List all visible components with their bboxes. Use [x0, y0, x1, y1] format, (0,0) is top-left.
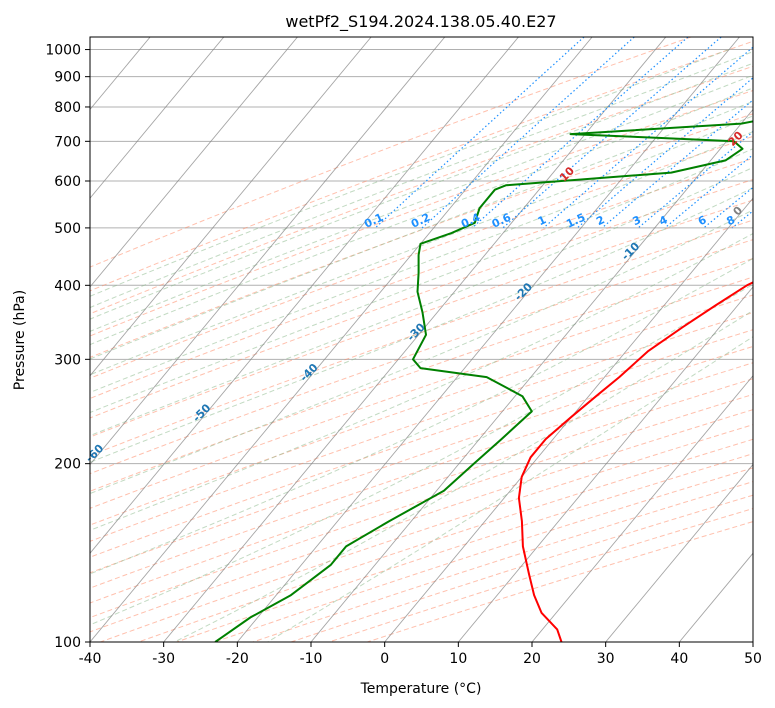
temperature-profile-line [517, 281, 753, 642]
isotherm-line [90, 37, 298, 288]
mixing-ratio-line [601, 99, 753, 229]
isotherm-line [605, 463, 753, 642]
y-axis: 100 200 300 400 500 600 700 800 900 1000 [45, 43, 90, 651]
y-tick-label: 300 [54, 352, 81, 368]
mixing-ratio-line [576, 77, 753, 229]
mixing-ratio-line [543, 46, 753, 229]
moist-adiabat-line [90, 51, 753, 309]
dry-adiabat-line [90, 135, 753, 379]
isotherm-line [90, 37, 593, 642]
mixing-ratio-line [421, 37, 635, 229]
dry-adiabat-line [90, 362, 753, 589]
dewpoint-profile-line [214, 120, 753, 642]
background-lines [0, 37, 775, 642]
series-layer [214, 120, 753, 642]
dry-adiabat-line [252, 481, 753, 642]
moist-adiabat-line [174, 309, 753, 642]
x-tick-label: -40 [79, 651, 102, 667]
dry-adiabat-line [90, 345, 753, 574]
moist-adiabat-line [90, 166, 753, 437]
y-tick-label: 400 [54, 278, 81, 294]
dry-adiabat-line [90, 178, 753, 419]
isotherm-label: -60 [83, 442, 106, 465]
y-tick-label: 700 [54, 134, 81, 150]
mixing-ratio-line [664, 153, 753, 229]
moist-adiabat-line [90, 49, 730, 297]
y-tick-label: 1000 [45, 43, 81, 59]
isotherm-line [0, 37, 3, 642]
mixing-ratio-line [502, 37, 722, 229]
mixing-ratio-label: 3 [631, 213, 643, 228]
isotherm-line [90, 37, 225, 199]
dry-adiabat-line [90, 239, 753, 475]
x-tick-label: -20 [226, 651, 249, 667]
dry-adiabat-line [90, 294, 753, 526]
dry-adiabat-line [367, 521, 753, 642]
moist-adiabat-line [90, 74, 753, 332]
isotherm-line [457, 286, 753, 642]
isotherm-line [310, 108, 753, 642]
mixing-ratio-line [637, 130, 753, 229]
dry-adiabat-line [90, 113, 753, 358]
x-axis: -40 -30 -20 -10 0 10 20 30 40 50 [79, 642, 762, 667]
dry-adiabat-line [90, 199, 753, 438]
dry-adiabat-line [90, 312, 753, 542]
isotherm-label: -20 [512, 280, 535, 303]
isotherm-line [752, 641, 753, 642]
x-tick-label: 20 [523, 651, 541, 667]
dry-adiabat-line [90, 40, 753, 292]
y-tick-label: 500 [54, 221, 81, 237]
x-tick-label: -10 [300, 651, 323, 667]
plot-frame [89, 36, 754, 643]
x-tick-label: 50 [744, 651, 762, 667]
dry-adiabat-line [90, 258, 753, 492]
y-tick-label: 900 [54, 70, 81, 86]
moist-adiabat-line [90, 187, 753, 463]
dry-adiabat-line [90, 37, 692, 268]
y-axis-title: Pressure (hPa) [12, 290, 28, 390]
moist-adiabat-line [90, 283, 753, 626]
chart-title: wetPf2_S194.2024.138.05.40.E27 [285, 12, 556, 32]
y-tick-label: 800 [54, 100, 81, 116]
y-tick-label: 200 [54, 457, 81, 473]
isotherm-label: -40 [297, 361, 320, 384]
isotherm-line [163, 37, 667, 642]
isotherm-line [90, 37, 519, 554]
y-tick-label: 600 [54, 174, 81, 190]
dry-adiabat-line [214, 467, 753, 642]
x-tick-label: 0 [380, 651, 389, 667]
moist-adiabat-line [90, 115, 753, 376]
x-tick-label: -30 [152, 651, 175, 667]
x-axis-title: Temperature (°C) [360, 681, 482, 697]
isotherm-line [531, 375, 753, 642]
mixing-ratio-line [374, 37, 585, 229]
moist-adiabat-line [90, 87, 753, 346]
isotherm-line [384, 197, 753, 642]
dry-adiabat-label: 20 [726, 129, 746, 149]
moist-adiabat-line [90, 62, 753, 320]
dry-adiabat-line [90, 219, 753, 457]
isotherm-line [90, 37, 446, 466]
y-tick-label: 100 [54, 635, 81, 651]
moist-adiabat-line [90, 257, 753, 575]
dry-adiabat-line [90, 276, 753, 509]
dry-adiabat-line [290, 494, 753, 642]
x-tick-label: 30 [597, 651, 615, 667]
mixing-ratio-line [471, 37, 689, 229]
x-tick-label: 10 [449, 651, 467, 667]
mixing-ratio-line [755, 37, 775, 228]
isotherm-line [90, 37, 372, 377]
moist-adiabat-line [90, 148, 753, 414]
moist-adiabat-line [267, 336, 753, 642]
x-tick-label: 40 [670, 651, 688, 667]
dry-adiabat-line [90, 157, 753, 399]
dry-adiabat-line [90, 329, 753, 558]
isotherm-label: -50 [190, 401, 213, 424]
